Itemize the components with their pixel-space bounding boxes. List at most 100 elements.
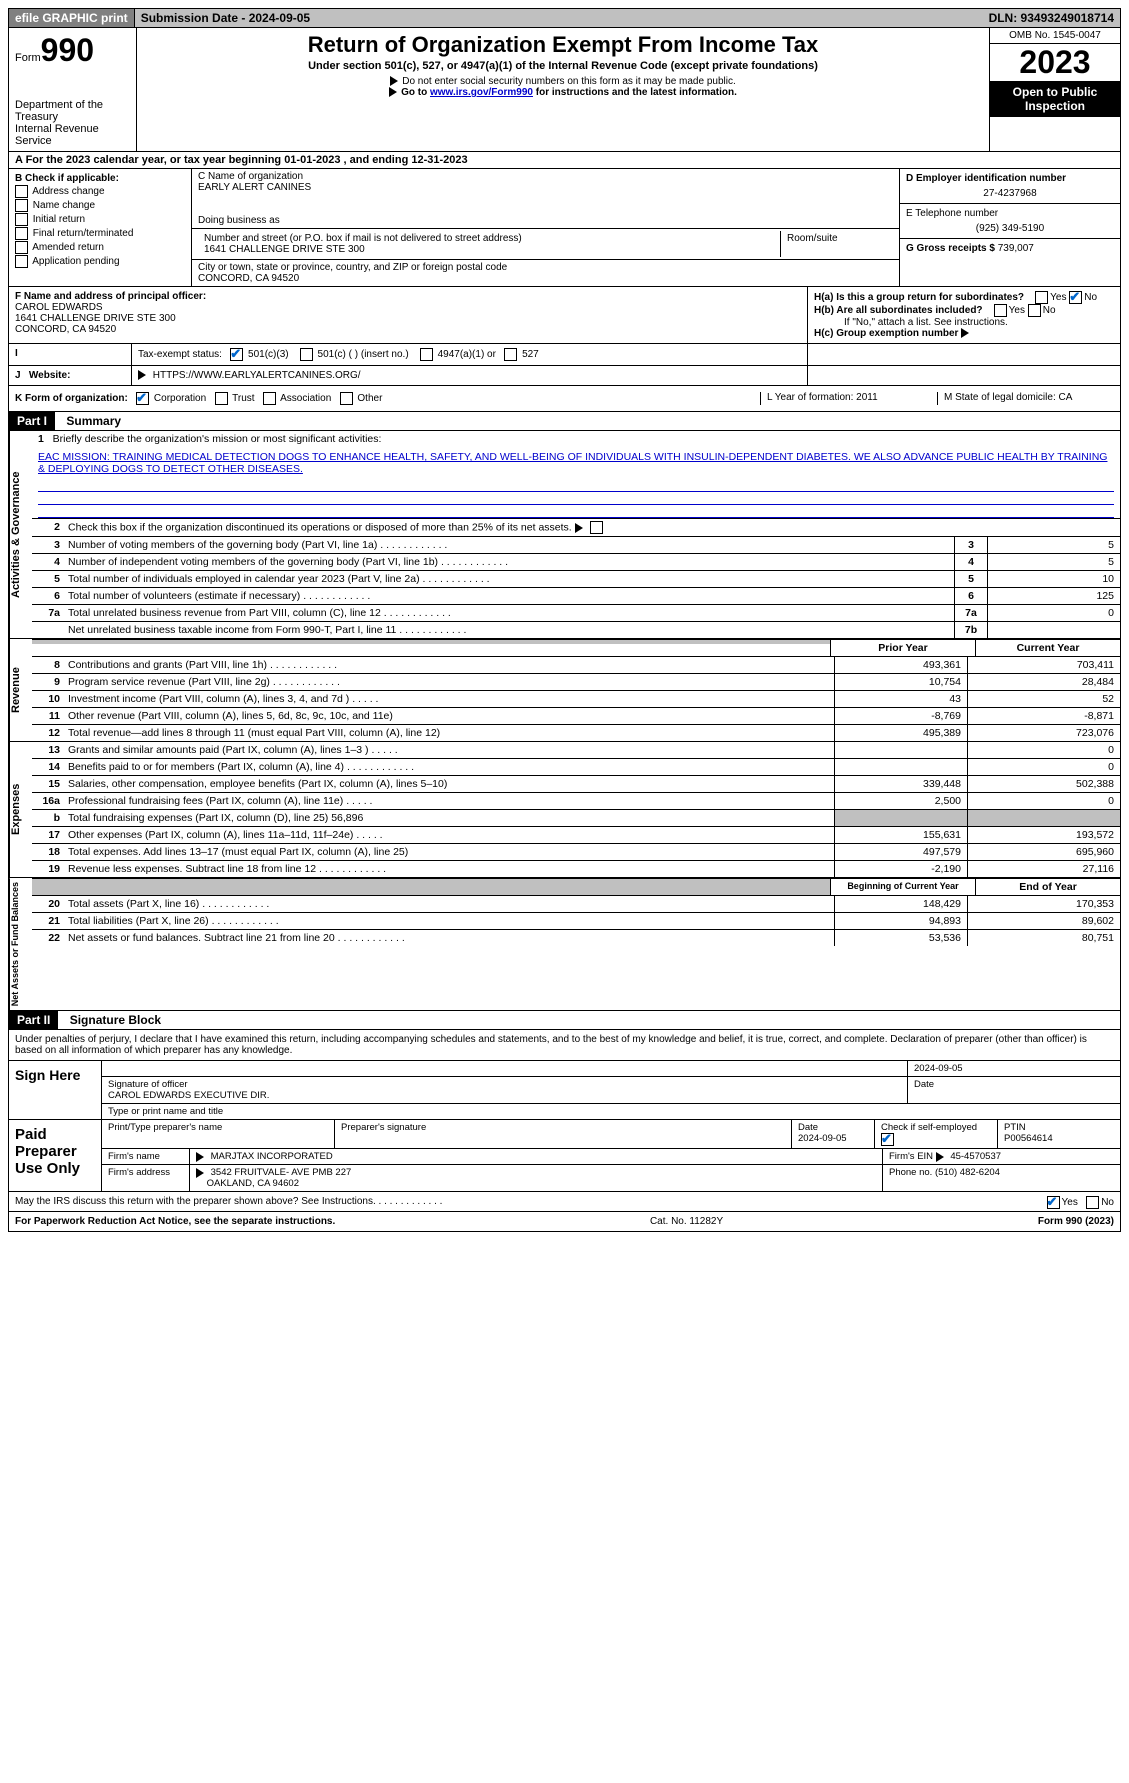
firm-phone: (510) 482-6204 <box>935 1167 1000 1178</box>
ptin-label: PTIN <box>1004 1122 1026 1133</box>
b-label: B Check if applicable: <box>15 173 119 184</box>
cb-other[interactable] <box>340 392 353 405</box>
blank-line <box>38 505 1114 518</box>
cb-4947[interactable] <box>420 348 433 361</box>
c16b <box>967 810 1120 826</box>
phone-label: Phone no. <box>889 1167 932 1178</box>
cb-hb-yes[interactable] <box>994 304 1007 317</box>
cb-app-pending[interactable] <box>15 255 28 268</box>
other-label: Other <box>357 393 382 404</box>
section-bcd: B Check if applicable: Address change Na… <box>8 169 1121 287</box>
topbar: efile GRAPHIC print Submission Date - 20… <box>8 8 1121 28</box>
goto-prefix: Go to <box>401 87 430 98</box>
f-label: F Name and address of principal officer: <box>15 291 206 302</box>
p8: 493,361 <box>834 657 967 673</box>
l11: Other revenue (Part VIII, column (A), li… <box>64 708 834 724</box>
page-footer: For Paperwork Reduction Act Notice, see … <box>8 1212 1121 1232</box>
501c-label: 501(c) ( ) (insert no.) <box>318 349 409 360</box>
cb-name-change[interactable] <box>15 199 28 212</box>
cb-501c[interactable] <box>300 348 313 361</box>
check-self: Check if self-employed <box>881 1122 977 1133</box>
cb-hb-no[interactable] <box>1028 304 1041 317</box>
irs-link[interactable]: www.irs.gov/Form990 <box>430 87 533 98</box>
type-print-label: Type or print name and title <box>102 1104 1120 1119</box>
trust-label: Trust <box>232 393 254 404</box>
goto-suffix: for instructions and the latest informat… <box>533 87 737 98</box>
preparer-sig-label: Preparer's signature <box>335 1120 792 1148</box>
form-header: Form990 Department of the Treasury Inter… <box>8 28 1121 152</box>
cb-trust[interactable] <box>215 392 228 405</box>
cb-final-return[interactable] <box>15 227 28 240</box>
c12: 723,076 <box>967 725 1120 741</box>
efile-print-btn[interactable]: efile GRAPHIC print <box>9 9 135 27</box>
form-number: 990 <box>41 32 94 68</box>
part2-header: Part II Signature Block <box>8 1011 1121 1030</box>
cb-527[interactable] <box>504 348 517 361</box>
cb-assoc[interactable] <box>263 392 276 405</box>
j-label: J Website: <box>9 366 131 385</box>
gov-vlabel: Activities & Governance <box>9 431 32 638</box>
cb-discontinued[interactable] <box>590 521 603 534</box>
pdate-label: Date <box>798 1122 818 1133</box>
cb-initial-return[interactable] <box>15 213 28 226</box>
l12: Total revenue—add lines 8 through 11 (mu… <box>64 725 834 741</box>
4947-label: 4947(a)(1) or <box>438 349 496 360</box>
cb-label: Application pending <box>32 256 119 267</box>
expenses-section: Expenses 13Grants and similar amounts pa… <box>8 742 1121 878</box>
e-label: E Telephone number <box>906 208 998 219</box>
l20: Total assets (Part X, line 16) <box>64 896 834 912</box>
preparer-name-label: Print/Type preparer's name <box>102 1120 335 1148</box>
l1-text: Briefly describe the organization's miss… <box>53 433 382 445</box>
cb-label: Name change <box>33 200 95 211</box>
c14: 0 <box>967 759 1120 775</box>
cb-address-change[interactable] <box>15 185 28 198</box>
p19: -2,190 <box>834 861 967 877</box>
c13: 0 <box>967 742 1120 758</box>
hc-label: H(c) Group exemption number <box>814 328 958 339</box>
firm-name: MARJTAX INCORPORATED <box>211 1151 333 1162</box>
row-k: K Form of organization: Corporation Trus… <box>8 386 1121 412</box>
cb-amended[interactable] <box>15 241 28 254</box>
exp-vlabel: Expenses <box>9 742 32 877</box>
p10: 43 <box>834 691 967 707</box>
l22: Net assets or fund balances. Subtract li… <box>64 930 834 946</box>
cb-501c3[interactable] <box>230 348 243 361</box>
p12: 495,389 <box>834 725 967 741</box>
cb-ha-no[interactable] <box>1069 291 1082 304</box>
l19: Revenue less expenses. Subtract line 18 … <box>64 861 834 877</box>
cb-discuss-yes[interactable] <box>1047 1196 1060 1209</box>
g-label: G Gross receipts $ <box>906 243 995 254</box>
v4: 5 <box>987 554 1120 570</box>
cb-discuss-no[interactable] <box>1086 1196 1099 1209</box>
c20: 170,353 <box>967 896 1120 912</box>
p20: 148,429 <box>834 896 967 912</box>
cb-label: Final return/terminated <box>33 228 134 239</box>
firm-addr: 3542 FRUITVALE- AVE PMB 227 <box>211 1167 352 1178</box>
room-label: Room/suite <box>781 231 893 257</box>
cb-corp[interactable] <box>136 392 149 405</box>
l7a-text: Total unrelated business revenue from Pa… <box>64 605 954 621</box>
year-formation: L Year of formation: 2011 <box>760 392 937 405</box>
part2-badge: Part II <box>9 1011 58 1029</box>
l9: Program service revenue (Part VIII, line… <box>64 674 834 690</box>
triangle-icon <box>575 523 583 533</box>
hb-label: H(b) Are all subordinates included? <box>814 305 983 316</box>
p13 <box>834 742 967 758</box>
p9: 10,754 <box>834 674 967 690</box>
d-label: D Employer identification number <box>906 173 1066 184</box>
phone: (925) 349-5190 <box>906 223 1114 234</box>
cb-label: Address change <box>32 186 104 197</box>
corp-label: Corporation <box>154 393 206 404</box>
governance-section: Activities & Governance 1 Briefly descri… <box>8 431 1121 639</box>
triangle-icon <box>196 1152 204 1162</box>
l4-text: Number of independent voting members of … <box>64 554 954 570</box>
v7b <box>987 622 1120 638</box>
addr: 1641 CHALLENGE DRIVE STE 300 <box>204 244 774 255</box>
501c3-label: 501(c)(3) <box>248 349 289 360</box>
l10: Investment income (Part VIII, column (A)… <box>64 691 834 707</box>
officer-name: CAROL EDWARDS <box>15 302 103 313</box>
firm-ein-label: Firm's EIN <box>889 1151 933 1162</box>
cb-self-employed[interactable] <box>881 1133 894 1146</box>
cb-ha-yes[interactable] <box>1035 291 1048 304</box>
part1-title: Summary <box>58 412 129 430</box>
